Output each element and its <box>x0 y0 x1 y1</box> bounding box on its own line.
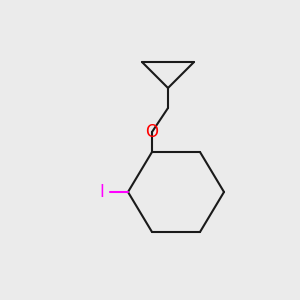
Text: I: I <box>100 183 104 201</box>
Text: O: O <box>146 123 158 141</box>
